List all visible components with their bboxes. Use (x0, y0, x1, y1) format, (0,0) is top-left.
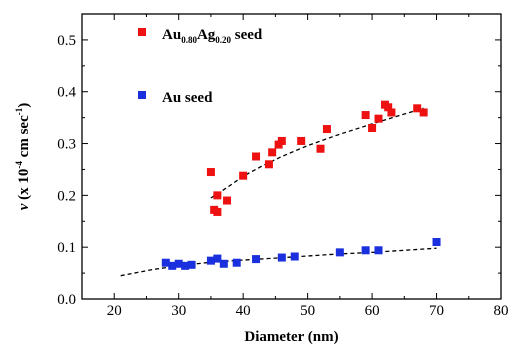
plot-frame (81, 13, 502, 300)
data-point (168, 261, 177, 270)
data-point (387, 108, 396, 117)
data-point (223, 196, 232, 205)
data-point (361, 246, 370, 255)
data-point (368, 124, 377, 132)
plot-border (81, 13, 502, 300)
data-point (297, 136, 306, 145)
legend-label-au: Au seed (162, 90, 213, 106)
data-point (268, 148, 277, 157)
data-point (374, 246, 383, 255)
x-tick-label: 40 (236, 303, 251, 319)
y-tick-label: 0.0 (57, 292, 76, 308)
data-series (161, 100, 441, 270)
data-point (316, 144, 325, 153)
axis-ticks (81, 13, 502, 300)
data-point (290, 252, 299, 261)
alloy-fit-line (210, 107, 424, 199)
y-axis-title: v (x 10-4 cm sec-1) (14, 103, 32, 210)
series-alloy (206, 100, 428, 216)
data-point (264, 160, 273, 169)
x-tick-label: 30 (171, 303, 186, 319)
data-point (239, 171, 248, 180)
data-point (322, 125, 331, 134)
y-tick-label: 0.2 (57, 188, 76, 204)
data-point (187, 260, 196, 269)
fit-lines (120, 107, 437, 277)
data-point (232, 258, 241, 267)
x-tick-label: 70 (429, 303, 444, 319)
data-point (174, 259, 183, 268)
legend-label-alloy: Au0.80Ag0.20 seed (162, 27, 263, 45)
data-point (252, 152, 261, 161)
data-point (181, 261, 190, 270)
y-tick-label: 0.4 (57, 85, 76, 101)
series-au (161, 238, 441, 270)
x-tick-label: 50 (300, 303, 315, 319)
data-point (361, 111, 370, 120)
data-point (384, 103, 393, 112)
legend-marker-au (138, 91, 146, 99)
data-point (374, 114, 383, 123)
x-tick-label: 60 (365, 303, 380, 319)
data-point (206, 256, 215, 265)
data-point (213, 254, 222, 263)
data-point (161, 258, 170, 267)
data-point (213, 191, 222, 200)
data-point (252, 255, 261, 264)
data-point (335, 248, 344, 257)
data-point (206, 168, 215, 177)
legend-marker-alloy (138, 28, 146, 36)
y-tick-label: 0.5 (57, 33, 76, 49)
data-point (213, 207, 222, 216)
data-point (419, 108, 428, 117)
data-point (432, 238, 441, 246)
y-tick-label: 0.1 (57, 240, 76, 256)
tick-labels: 20 30 40 50 60 70 80 0.0 0.1 0.2 0.3 0.4 0.5 (57, 33, 508, 319)
legend: Au0.80Ag0.20 seed Au seed (138, 27, 263, 106)
x-tick-label: 80 (494, 303, 509, 319)
x-tick-label: 20 (107, 303, 122, 319)
data-point (219, 259, 228, 268)
data-point (277, 253, 286, 262)
y-tick-label: 0.3 (57, 137, 76, 153)
data-point (413, 104, 422, 113)
x-axis-title: Diameter (nm) (244, 329, 338, 345)
data-point (277, 136, 286, 145)
